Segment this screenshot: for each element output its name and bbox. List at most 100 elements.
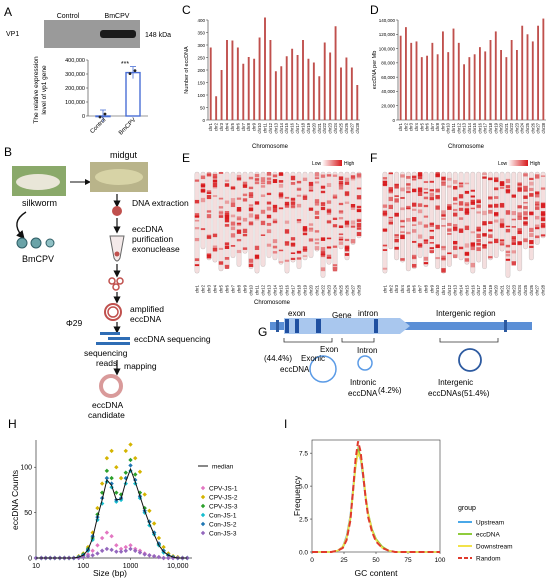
density-band: [200, 228, 206, 231]
density-band: [476, 211, 481, 214]
bar: [209, 47, 212, 120]
density-band: [332, 266, 338, 272]
density-band: [505, 189, 511, 192]
density-band: [320, 206, 326, 211]
density-band: [200, 175, 206, 180]
bar: [220, 70, 223, 120]
density-band: [458, 207, 464, 211]
density-band: [535, 201, 540, 206]
density-band: [435, 196, 440, 200]
x-tick-label: chr16: [470, 284, 475, 295]
density-band: [435, 257, 440, 260]
density-band: [314, 181, 320, 184]
exon-block: [316, 319, 321, 333]
density-band: [332, 224, 338, 228]
panel-f-letter: F: [370, 151, 377, 165]
data-point: [128, 442, 133, 447]
density-band: [529, 193, 534, 197]
density-band: [218, 206, 224, 209]
panel-c-ylabel: Number of eccDNA: [184, 46, 190, 94]
y-tick-label: 400: [197, 18, 205, 23]
density-band: [320, 185, 326, 189]
amplified-eccdna-inner-icon: [107, 306, 119, 318]
density-band: [212, 182, 218, 188]
density-band: [248, 194, 254, 198]
density-band: [206, 172, 212, 176]
density-band: [254, 178, 260, 181]
density-band: [494, 219, 499, 223]
density-band: [344, 201, 350, 204]
density-band: [308, 238, 314, 242]
density-band: [230, 226, 236, 231]
amplified-label-2: eccDNA: [130, 314, 162, 324]
density-band: [417, 172, 423, 177]
density-band: [200, 188, 206, 191]
bar: [231, 40, 234, 120]
density-band: [302, 246, 308, 250]
density-band: [332, 217, 338, 220]
panel-i-letter: I: [284, 417, 287, 431]
bar: [510, 40, 513, 120]
density-band: [320, 253, 326, 258]
density-band: [470, 189, 475, 192]
density-band: [400, 220, 405, 223]
bar: [226, 40, 228, 120]
chromosome-bar: [458, 171, 464, 261]
data-point: [99, 481, 105, 486]
panel-f: F chr1 chr2 chr3 chr4 chr5 chr6 chr7 chr8 chr9 ch…: [370, 151, 546, 295]
density-band: [332, 194, 338, 198]
bar: [420, 57, 423, 120]
density-band: [338, 186, 344, 190]
density-band: [320, 202, 326, 207]
density-band: [470, 195, 475, 198]
density-band: [447, 228, 452, 232]
density-band: [320, 251, 326, 255]
panel-e-legend-low: Low: [312, 161, 322, 167]
x-tick-label: chr9: [429, 284, 434, 293]
virion-icon: [45, 238, 55, 248]
density-band: [388, 196, 393, 202]
density-band: [212, 173, 218, 178]
density-band: [476, 200, 481, 204]
x-tick-label: chr27: [536, 122, 541, 133]
density-band: [412, 217, 417, 222]
density-band: [505, 178, 511, 184]
density-band: [412, 178, 417, 181]
x-tick-label: chr9: [243, 284, 248, 293]
density-band: [464, 202, 470, 206]
density-band: [488, 177, 493, 181]
bar: [494, 31, 497, 120]
y-tick-label: 100: [197, 93, 205, 98]
x-tick-label: chr23: [511, 284, 516, 295]
bar: [479, 47, 481, 121]
purification-label-3: exonuclease: [132, 244, 180, 254]
density-band: [417, 234, 423, 239]
density-band: [308, 228, 314, 232]
panel-h-legend: median CPV-JS-1 CPV-JS-2 CPV-JS-3 Con-JS-1 Co…: [198, 464, 238, 537]
exonic-label-2: eccDNA: [280, 365, 310, 374]
density-band: [488, 256, 493, 259]
replicate-point: [103, 112, 107, 116]
x-tick-label: chr6: [425, 122, 430, 131]
panel-f-ideogram: chr1 chr2 chr3 chr4 chr5 chr6 chr7 chr8 chr9 chr1…: [382, 171, 546, 295]
density-band: [332, 174, 338, 177]
y-tick-label: 0: [392, 118, 395, 123]
density-band: [218, 172, 224, 174]
y-tick-label: 7.5: [299, 451, 308, 458]
density-band: [470, 262, 475, 268]
x-tick-label: chr16: [477, 122, 482, 133]
density-band: [248, 207, 254, 212]
silkworm-label: silkworm: [22, 198, 57, 208]
chromosome-bar: [488, 171, 493, 261]
x-tick-label: chr14: [459, 284, 464, 295]
density-band: [356, 173, 362, 177]
x-tick-label: chr18: [488, 122, 493, 133]
density-band: [314, 216, 320, 219]
density-band: [314, 210, 320, 215]
x-tick-label: chr4: [213, 284, 218, 293]
density-band: [236, 229, 242, 234]
panel-d-bar-chart: 0 20,000 40,000 60,000 80,000 100,000 120,000 1…: [379, 18, 546, 133]
density-band: [248, 221, 254, 225]
legend-swatch: [200, 521, 206, 527]
